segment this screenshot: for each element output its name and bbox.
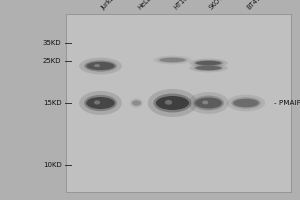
Ellipse shape: [153, 56, 192, 64]
Ellipse shape: [196, 66, 221, 70]
Ellipse shape: [227, 95, 265, 111]
Ellipse shape: [148, 89, 197, 117]
Text: Jurkat: Jurkat: [100, 0, 118, 11]
Ellipse shape: [154, 94, 191, 112]
Ellipse shape: [79, 58, 122, 74]
Ellipse shape: [84, 95, 117, 111]
Ellipse shape: [94, 64, 100, 67]
Ellipse shape: [165, 100, 172, 105]
Text: 25KD: 25KD: [43, 58, 62, 64]
Ellipse shape: [158, 57, 187, 63]
Text: HT1080: HT1080: [172, 0, 195, 11]
Ellipse shape: [94, 100, 100, 104]
Ellipse shape: [231, 97, 261, 109]
Ellipse shape: [160, 58, 185, 62]
Text: - PMAIP1: - PMAIP1: [274, 100, 300, 106]
Ellipse shape: [156, 96, 189, 110]
Ellipse shape: [194, 65, 223, 71]
Bar: [66, 14, 291, 192]
Text: HeLa: HeLa: [136, 0, 153, 11]
Text: SKOV3: SKOV3: [208, 0, 228, 11]
Ellipse shape: [202, 101, 208, 104]
Ellipse shape: [84, 60, 117, 72]
Ellipse shape: [194, 60, 223, 66]
Ellipse shape: [195, 98, 222, 108]
Ellipse shape: [86, 62, 115, 70]
Text: 35KD: 35KD: [43, 40, 62, 46]
Text: BT474: BT474: [246, 0, 266, 11]
Ellipse shape: [79, 91, 122, 115]
Text: 10KD: 10KD: [43, 162, 61, 168]
Ellipse shape: [188, 92, 229, 114]
Ellipse shape: [86, 97, 115, 109]
Ellipse shape: [131, 100, 142, 106]
Ellipse shape: [193, 96, 224, 110]
Text: 15KD: 15KD: [43, 100, 62, 106]
Ellipse shape: [130, 98, 143, 108]
Ellipse shape: [132, 100, 141, 106]
Ellipse shape: [189, 64, 228, 72]
Ellipse shape: [233, 99, 259, 107]
Ellipse shape: [189, 59, 228, 67]
Ellipse shape: [196, 61, 221, 65]
